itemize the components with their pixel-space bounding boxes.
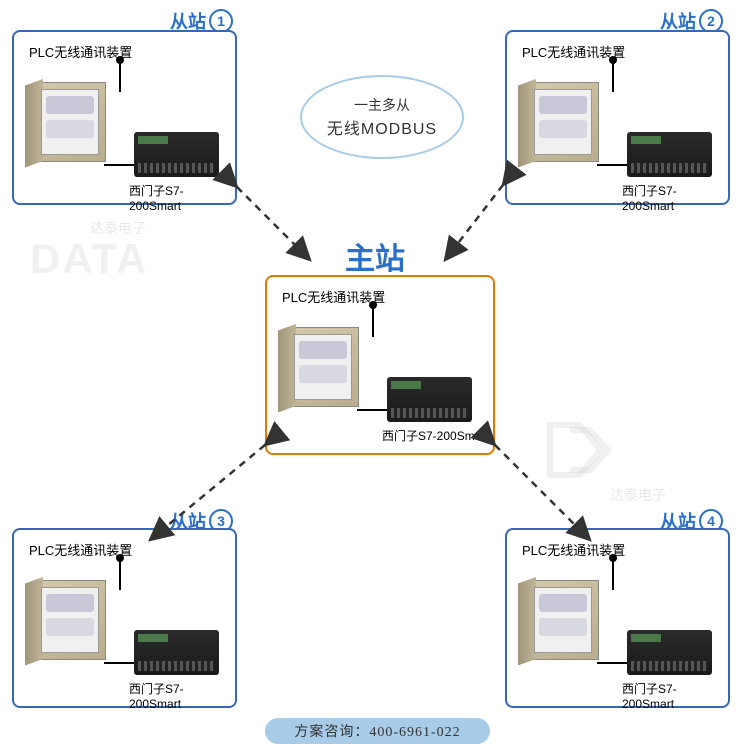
master-device-label: 西门子S7-200Smart (382, 427, 489, 444)
slave1-device-label: 西门子S7-200Smart (129, 182, 235, 213)
slave4-wire (597, 662, 627, 664)
slave2-plc-icon (627, 132, 712, 177)
slave1-cabinet-icon (34, 82, 106, 162)
slave3-cabinet-icon (34, 580, 106, 660)
slave2-cabinet-icon (527, 82, 599, 162)
slave1-plc-icon (134, 132, 219, 177)
slave2-device-label: 西门子S7-200Smart (622, 182, 728, 213)
slave3-box: PLC无线通讯装置 西门子S7-200Smart (12, 528, 237, 708)
master-wire (357, 409, 387, 411)
master-box: PLC无线通讯装置 西门子S7-200Smart (265, 275, 495, 455)
bubble-line1: 一主多从 (354, 95, 410, 115)
footer-contact: 方案咨询：400-6961-022 (265, 718, 490, 744)
bubble-line2: 无线MODBUS (327, 115, 437, 139)
watermark-1: DATA (30, 235, 148, 283)
slave2-box: PLC无线通讯装置 西门子S7-200Smart (505, 30, 730, 205)
slave4-antenna-icon (612, 560, 614, 590)
watermark-cn-2: 达泰电子 (610, 485, 666, 505)
master-plc-icon (387, 377, 472, 422)
slave2-antenna-icon (612, 62, 614, 92)
slave2-wire (597, 164, 627, 166)
master-cabinet-icon (287, 327, 359, 407)
master-title: 主站 (345, 234, 405, 278)
slave3-wire (104, 662, 134, 664)
modbus-bubble: 一主多从 无线MODBUS (300, 75, 464, 159)
slave4-plc-icon (627, 630, 712, 675)
watermark-2 (540, 415, 700, 495)
slave3-antenna-icon (119, 560, 121, 590)
slave4-box: PLC无线通讯装置 西门子S7-200Smart (505, 528, 730, 708)
slave1-wire (104, 164, 134, 166)
slave4-cabinet-icon (527, 580, 599, 660)
master-antenna-icon (372, 307, 374, 337)
slave3-device-label: 西门子S7-200Smart (129, 680, 235, 711)
slave4-device-label: 西门子S7-200Smart (622, 680, 728, 711)
slave1-antenna-icon (119, 62, 121, 92)
slave3-plc-icon (134, 630, 219, 675)
slave1-box: PLC无线通讯装置 西门子S7-200Smart (12, 30, 237, 205)
